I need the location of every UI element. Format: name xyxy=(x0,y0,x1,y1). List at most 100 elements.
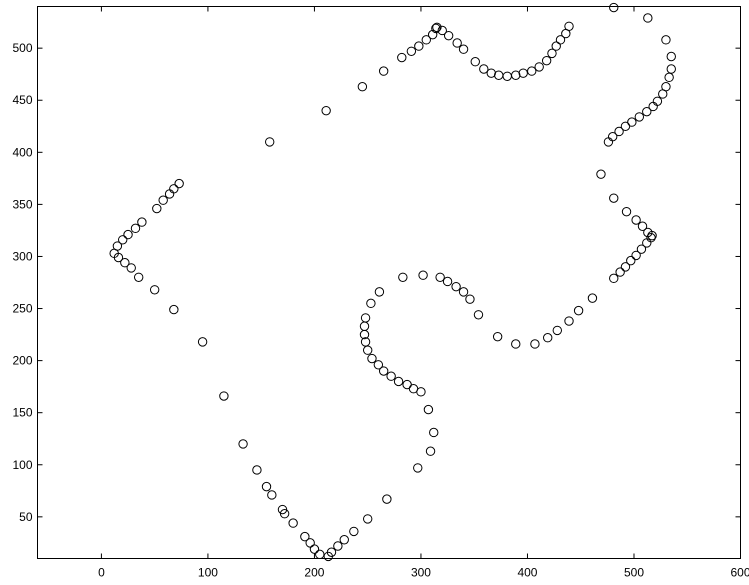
data-point xyxy=(118,235,128,245)
data-point xyxy=(555,35,566,45)
data-point xyxy=(378,66,389,76)
data-point xyxy=(451,281,461,292)
data-point xyxy=(252,465,262,475)
x-tick-label: 500 xyxy=(624,566,644,580)
data-point xyxy=(398,272,408,282)
y-tick-label: 200 xyxy=(12,354,32,368)
data-point xyxy=(123,229,133,240)
y-tick-label: 450 xyxy=(12,93,32,107)
data-point xyxy=(120,258,130,268)
data-point xyxy=(573,305,584,316)
data-point xyxy=(265,137,275,147)
y-tick-label: 400 xyxy=(12,145,32,159)
x-tick-label: 300 xyxy=(411,566,431,580)
data-point xyxy=(197,337,208,347)
y-axis: 50 100 150 200 250 300 350 400 450 500 xyxy=(12,41,741,524)
data-point xyxy=(443,30,454,41)
data-point xyxy=(479,64,489,74)
data-point xyxy=(126,263,136,273)
y-tick-label: 150 xyxy=(12,406,32,420)
data-point xyxy=(614,126,624,137)
x-tick-label: 400 xyxy=(517,566,537,580)
data-points xyxy=(109,2,676,562)
data-point xyxy=(261,481,272,492)
data-point xyxy=(637,221,648,231)
data-point xyxy=(112,241,123,251)
data-point xyxy=(564,316,574,326)
y-tick-label: 100 xyxy=(12,458,32,472)
data-point xyxy=(666,64,676,74)
data-point xyxy=(333,541,343,551)
data-point xyxy=(374,287,385,297)
data-point xyxy=(425,446,436,456)
data-point xyxy=(386,371,396,381)
data-point xyxy=(429,427,439,438)
data-point xyxy=(113,252,124,263)
data-point xyxy=(373,360,384,370)
data-point xyxy=(402,379,412,390)
data-point xyxy=(133,272,144,282)
data-point xyxy=(279,509,290,519)
data-point xyxy=(527,66,537,76)
data-point xyxy=(636,244,647,254)
data-point xyxy=(408,384,419,394)
y-tick-label: 50 xyxy=(19,510,33,524)
data-point xyxy=(452,38,462,48)
data-point xyxy=(615,267,625,277)
data-point xyxy=(587,293,598,303)
y-tick-label: 500 xyxy=(12,41,32,55)
data-point xyxy=(300,531,310,542)
data-point xyxy=(267,490,277,500)
data-point xyxy=(666,51,676,62)
data-point xyxy=(382,494,392,504)
data-point xyxy=(511,70,521,80)
data-point xyxy=(174,178,184,189)
data-point xyxy=(339,535,349,545)
data-point xyxy=(547,48,557,59)
data-point xyxy=(486,68,496,78)
data-point xyxy=(661,35,671,45)
data-point xyxy=(366,298,376,309)
data-point xyxy=(646,233,656,243)
data-point xyxy=(626,255,636,266)
data-point xyxy=(631,250,641,261)
data-point xyxy=(458,44,469,54)
x-tick-label: 0 xyxy=(98,566,105,580)
data-point xyxy=(643,227,653,238)
data-point xyxy=(511,339,521,349)
data-point xyxy=(634,112,645,122)
data-point xyxy=(378,366,389,376)
x-tick-label: 600 xyxy=(730,566,749,580)
data-point xyxy=(414,41,424,51)
x-axis: 0 100 200 300 400 500 600 xyxy=(98,6,749,580)
data-point xyxy=(437,25,447,36)
data-point xyxy=(551,41,561,51)
data-point xyxy=(288,518,298,528)
data-point xyxy=(543,333,553,343)
data-point xyxy=(552,325,562,336)
data-point xyxy=(137,217,147,227)
data-point xyxy=(643,13,653,23)
data-point xyxy=(442,276,453,287)
data-point xyxy=(315,549,325,560)
data-point xyxy=(534,62,544,72)
data-point xyxy=(421,35,431,45)
data-point xyxy=(620,121,631,131)
data-point xyxy=(393,376,404,387)
data-point xyxy=(435,272,445,282)
data-point xyxy=(530,339,540,349)
data-point xyxy=(431,23,441,34)
data-point xyxy=(423,404,434,415)
data-point xyxy=(418,270,428,280)
data-point xyxy=(362,514,373,524)
plot-area xyxy=(37,6,741,559)
data-point xyxy=(470,57,480,67)
data-point xyxy=(458,287,469,297)
data-point xyxy=(169,304,179,315)
data-point xyxy=(607,131,618,142)
data-point xyxy=(349,526,359,537)
data-point xyxy=(169,184,179,194)
y-tick-label: 350 xyxy=(12,197,32,211)
data-point xyxy=(305,538,315,548)
